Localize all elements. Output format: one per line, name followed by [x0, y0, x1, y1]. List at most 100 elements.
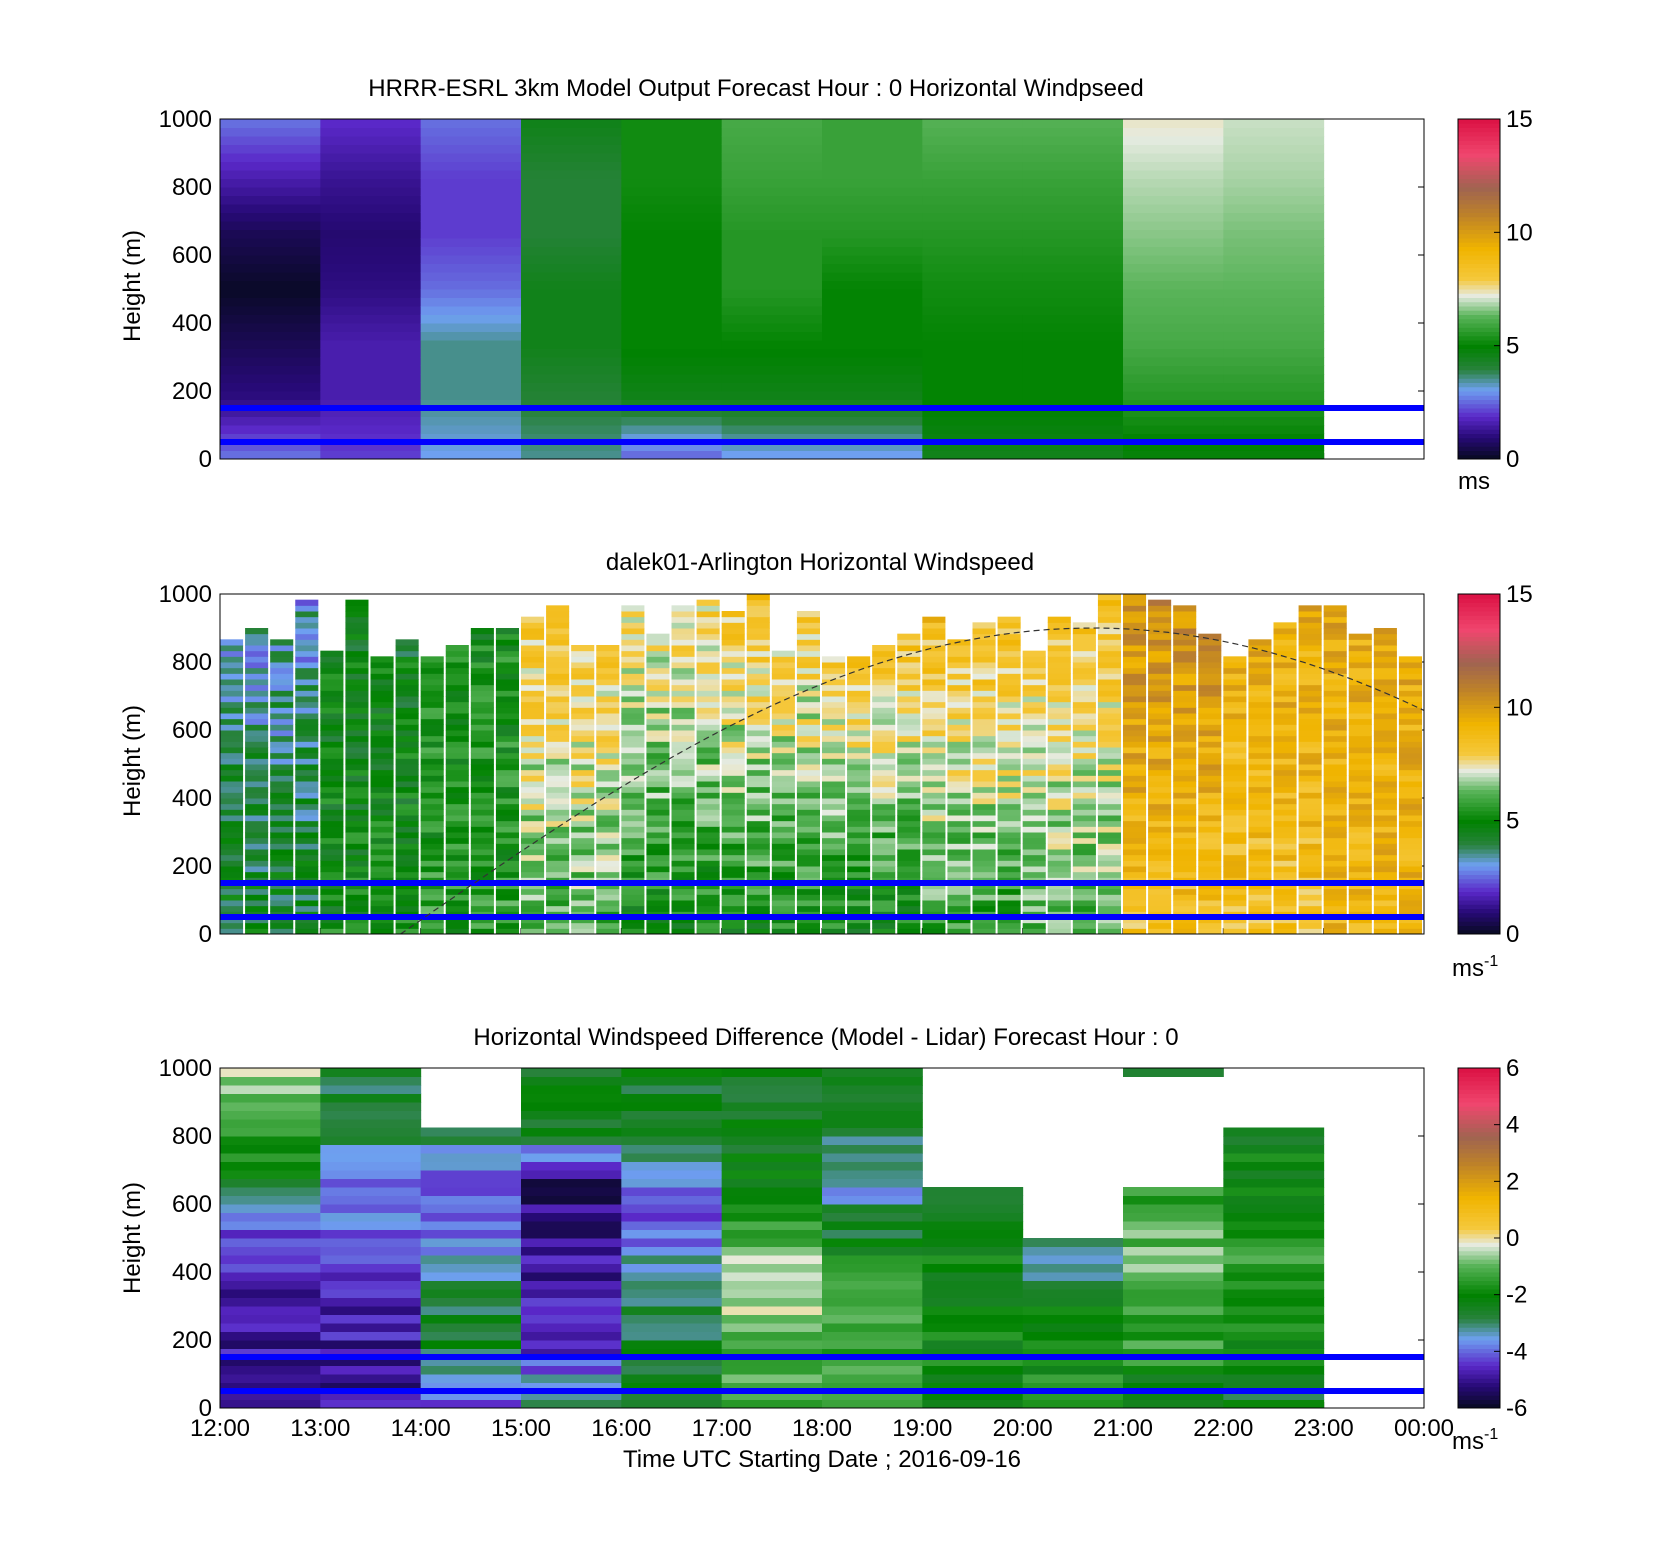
heatmap-cell [220, 764, 244, 771]
colorbar-segment [1458, 386, 1500, 392]
heatmap-cell [1022, 871, 1046, 878]
heatmap-cell [521, 144, 622, 154]
heatmap-cell [771, 832, 795, 839]
heatmap-cell [546, 888, 570, 895]
heatmap-cell [1273, 905, 1297, 912]
heatmap-cell [345, 866, 369, 873]
heatmap-cell [922, 1229, 1024, 1239]
heatmap-cell [696, 866, 720, 873]
colorbar-segment [1458, 870, 1500, 875]
heatmap-cell [796, 633, 820, 640]
heatmap-cell [922, 1263, 1024, 1273]
heatmap-cell [220, 221, 321, 230]
heatmap-cell [671, 843, 695, 850]
heatmap-cell [495, 922, 519, 929]
heatmap-cell [245, 837, 269, 844]
heatmap-cell [270, 724, 294, 731]
colorbar-segment [1458, 721, 1500, 727]
heatmap-cell [1123, 815, 1147, 822]
heatmap-cell [822, 238, 923, 247]
heatmap-cell [997, 809, 1021, 816]
heatmap-cell [1348, 735, 1372, 742]
heatmap-cell [1148, 690, 1172, 697]
heatmap-cell [1373, 730, 1397, 737]
heatmap-cell [420, 1212, 522, 1222]
heatmap-cell [320, 1374, 422, 1383]
heatmap-cell [671, 809, 695, 816]
heatmap-cell [420, 690, 444, 697]
heatmap-cell [521, 450, 622, 460]
heatmap-cell [521, 815, 545, 822]
heatmap-cell [897, 730, 921, 737]
heatmap-cell [320, 894, 344, 901]
heatmap-cell [1348, 837, 1372, 844]
panel1-overlay-lines [220, 405, 1424, 445]
heatmap-cell [621, 741, 645, 748]
heatmap-cell [771, 735, 795, 742]
heatmap-cell [822, 314, 923, 324]
heatmap-cell [822, 399, 923, 409]
heatmap-cell [1348, 922, 1372, 929]
heatmap-cell [1123, 798, 1147, 805]
heatmap-cell [521, 690, 545, 697]
heatmap-cell [822, 764, 846, 771]
heatmap-cell [470, 809, 494, 816]
heatmap-cell [796, 894, 820, 901]
heatmap-cell [922, 922, 946, 929]
heatmap-cell [746, 792, 770, 799]
heatmap-cell [270, 775, 294, 782]
heatmap-cell [521, 922, 545, 929]
heatmap-cell [847, 792, 871, 799]
heatmap-cell [1097, 616, 1121, 623]
heatmap-cell [872, 786, 896, 793]
heatmap-cell [997, 650, 1021, 657]
heatmap-cell [220, 238, 321, 247]
heatmap-cell [721, 741, 745, 748]
heatmap-cell [972, 735, 996, 742]
heatmap-cell [646, 667, 670, 674]
heatmap-cell [721, 1119, 823, 1128]
heatmap-cell [1047, 662, 1071, 669]
heatmap-cell [220, 650, 244, 657]
heatmap-cell [796, 718, 820, 725]
heatmap-cell [646, 775, 670, 782]
heatmap-cell [1047, 928, 1071, 935]
heatmap-cell [746, 883, 770, 890]
heatmap-cell [796, 888, 820, 895]
heatmap-cell [420, 718, 444, 725]
heatmap-cell [621, 442, 723, 451]
heatmap-cell [646, 866, 670, 873]
heatmap-cell [922, 374, 1024, 383]
heatmap-cell [621, 1212, 723, 1222]
heatmap-cell [245, 775, 269, 782]
heatmap-cell [847, 786, 871, 793]
heatmap-cell [872, 928, 896, 935]
heatmap-cell [270, 786, 294, 793]
colorbar-tick-label: -6 [1506, 1395, 1527, 1422]
colorbar-segment [1458, 1165, 1500, 1171]
colorbar-tick-label: 10 [1506, 694, 1533, 721]
heatmap-cell [746, 690, 770, 697]
heatmap-cell [546, 866, 570, 873]
heatmap-cell [1248, 758, 1272, 765]
colorbar-segment [1458, 878, 1500, 884]
heatmap-cell [1072, 673, 1096, 680]
heatmap-cell [1273, 922, 1297, 929]
heatmap-cell [922, 741, 946, 748]
heatmap-cell [495, 747, 519, 754]
heatmap-cell [621, 348, 723, 358]
heatmap-cell [320, 314, 422, 324]
heatmap-cell [872, 645, 896, 652]
heatmap-cell [1373, 883, 1397, 890]
heatmap-cell [521, 871, 545, 878]
heatmap-cell [1248, 894, 1272, 901]
heatmap-cell [320, 1272, 422, 1281]
heatmap-cell [320, 690, 344, 697]
heatmap-cell [1022, 450, 1124, 460]
heatmap-cell [521, 1263, 622, 1273]
heatmap-cell [696, 849, 720, 856]
heatmap-cell [1273, 684, 1297, 691]
heatmap-cell [796, 735, 820, 742]
heatmap-cell [872, 684, 896, 691]
